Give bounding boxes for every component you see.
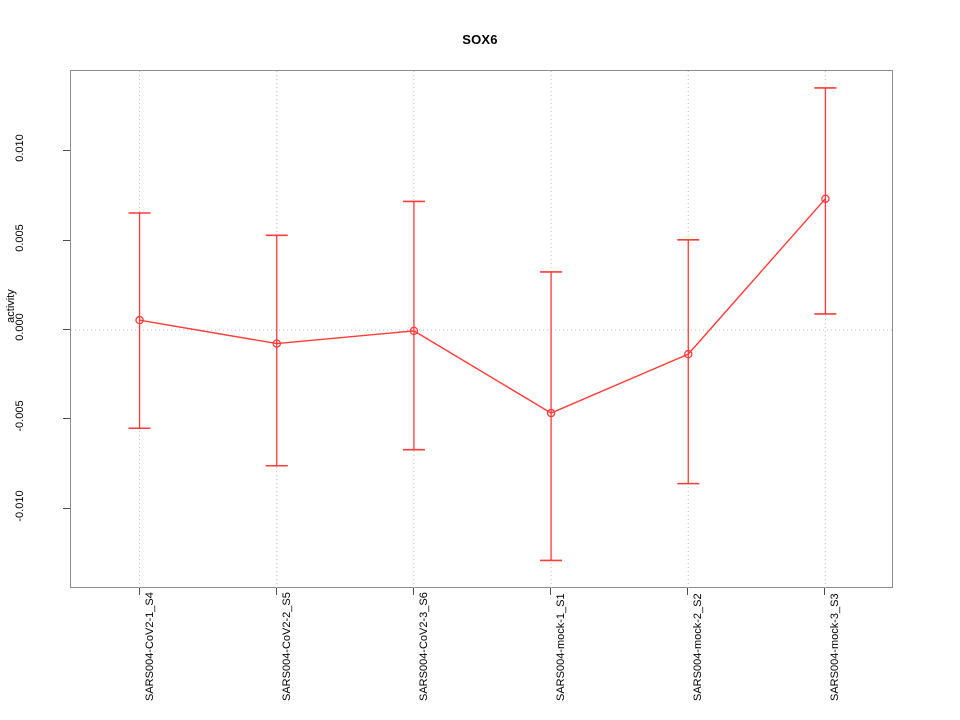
x-tick-label: SARS004-CoV2-2_S5	[280, 592, 293, 701]
data-point	[135, 315, 144, 325]
series-polyline	[139, 198, 826, 414]
x-tick-mark	[687, 588, 689, 595]
plot-area	[70, 70, 894, 589]
data-point	[821, 194, 830, 203]
x-tick-label: SARS004-CoV2-3_S6	[417, 592, 430, 701]
data-point	[272, 339, 281, 348]
x-tick-mark	[550, 588, 552, 595]
x-tick-label: SARS004-mock-1_S1	[555, 593, 568, 701]
y-tick-mark	[63, 239, 70, 241]
y-tick-label: 0.010	[14, 134, 26, 163]
data-point	[684, 349, 693, 359]
vertical-gridlines	[139, 71, 826, 589]
y-tick-mark	[63, 150, 70, 152]
data-point	[409, 326, 419, 336]
data-point	[546, 408, 556, 418]
series-points	[135, 194, 830, 418]
chart-title: SOX6	[462, 32, 498, 47]
y-tick-label: -0.010	[14, 490, 26, 522]
x-tick-label: SARS004-mock-3_S3	[829, 593, 842, 701]
x-tick-mark	[824, 588, 826, 595]
x-tick-mark	[138, 588, 140, 595]
x-tick-mark	[412, 588, 414, 595]
y-tick-mark	[63, 329, 70, 330]
y-tick-label: 0.000	[14, 313, 26, 341]
x-tick-label: SARS004-CoV2-1_S4	[143, 592, 156, 701]
series-line	[139, 198, 826, 414]
error-bars	[128, 87, 837, 562]
y-tick-label: -0.005	[14, 400, 26, 432]
x-tick-mark	[275, 588, 277, 595]
plot-svg	[71, 71, 894, 589]
y-tick-mark	[63, 507, 70, 509]
x-tick-label: SARS004-mock-2_S2	[692, 593, 705, 701]
y-tick-mark	[63, 418, 70, 420]
y-tick-label: 0.005	[14, 223, 26, 252]
